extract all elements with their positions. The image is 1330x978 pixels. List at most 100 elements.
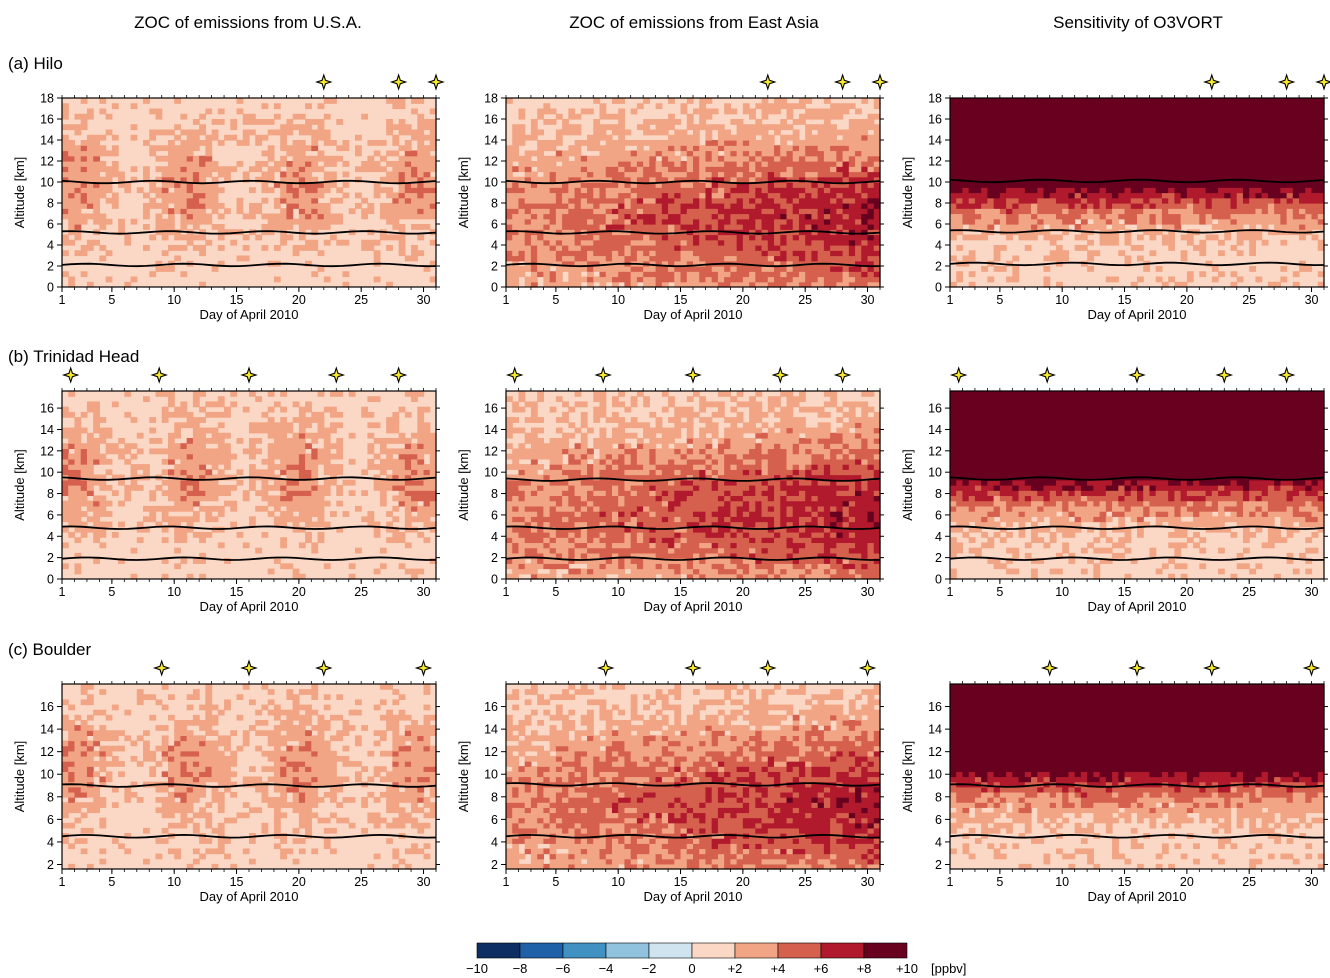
heatmap-cell xyxy=(80,166,88,173)
heatmap-cell xyxy=(711,197,719,204)
heatmap-cell xyxy=(1093,113,1101,120)
heatmap-cell xyxy=(549,260,557,267)
heatmap-cell xyxy=(562,150,569,157)
heatmap-cell xyxy=(693,155,700,162)
heatmap-cell xyxy=(950,213,957,220)
heatmap-cell xyxy=(429,213,437,220)
heatmap-cell xyxy=(1249,129,1257,136)
heatmap-cell xyxy=(981,203,988,209)
heatmap-cell xyxy=(761,171,769,178)
heatmap-cell xyxy=(686,234,694,241)
heatmap-cell xyxy=(1249,250,1257,257)
heatmap-cell xyxy=(74,166,82,173)
heatmap-cell xyxy=(993,255,1001,262)
heatmap-cell xyxy=(1174,108,1182,115)
heatmap-cell xyxy=(749,213,756,220)
heatmap-cell xyxy=(1230,182,1238,188)
x-axis-label: Day of April 2010 xyxy=(199,307,298,322)
heatmap-cell xyxy=(99,245,107,251)
heatmap-cell xyxy=(842,155,850,162)
heatmap-cell xyxy=(962,119,970,125)
heatmap-cell xyxy=(1199,187,1207,194)
heatmap-cell xyxy=(330,155,337,162)
heatmap-cell xyxy=(86,401,94,408)
heatmap-cell xyxy=(1087,98,1094,104)
heatmap-cell xyxy=(798,271,806,278)
heatmap-cell xyxy=(693,203,700,209)
heatmap-cell xyxy=(742,108,750,115)
heatmap-cell xyxy=(1112,155,1119,162)
heatmap-cell xyxy=(792,266,800,272)
heatmap-cell xyxy=(1037,98,1045,104)
heatmap-cell xyxy=(574,234,582,241)
heatmap-cell xyxy=(1292,192,1300,199)
heatmap-cell xyxy=(873,134,881,141)
heatmap-cell xyxy=(161,197,169,204)
heatmap-cell xyxy=(543,197,551,204)
heatmap-cell xyxy=(611,213,619,220)
heatmap-cell xyxy=(199,113,206,120)
heatmap-cell xyxy=(1249,192,1257,199)
heatmap-cell xyxy=(1105,234,1113,241)
heatmap-cell xyxy=(999,187,1007,194)
heatmap-cell xyxy=(705,266,713,272)
y-tick-label: 14 xyxy=(484,134,498,148)
heatmap-cell xyxy=(211,166,219,173)
heatmap-cell xyxy=(518,203,526,209)
heatmap-cell xyxy=(423,124,431,131)
heatmap-cell xyxy=(149,203,157,209)
heatmap-cell xyxy=(956,208,964,215)
heatmap-cell xyxy=(1236,229,1244,236)
heatmap-cell xyxy=(199,208,206,215)
heatmap-cell xyxy=(749,134,756,141)
heatmap-cell xyxy=(867,134,875,141)
heatmap-cell xyxy=(693,171,700,178)
heatmap-cell xyxy=(1074,161,1082,167)
heatmap-cell xyxy=(830,208,837,215)
heatmap-cell xyxy=(1224,224,1232,230)
heatmap-cell xyxy=(817,171,825,178)
heatmap-cell xyxy=(792,203,800,209)
heatmap-cell xyxy=(873,145,881,152)
heatmap-cell xyxy=(974,150,982,157)
heatmap-cell xyxy=(968,234,976,241)
heatmap-cell xyxy=(1261,150,1269,157)
heatmap-cell xyxy=(1249,140,1257,146)
heatmap-cell xyxy=(1112,129,1119,136)
heatmap-cell xyxy=(379,140,387,146)
heatmap-cell xyxy=(423,166,431,173)
heatmap-cell xyxy=(987,192,995,199)
heatmap-cell xyxy=(1199,119,1207,125)
heatmap-cell xyxy=(1286,224,1294,230)
heatmap-cell xyxy=(643,208,650,215)
heatmap-cell xyxy=(367,208,375,215)
heatmap-cell xyxy=(1124,218,1132,225)
heatmap-cell xyxy=(867,234,875,241)
heatmap-field xyxy=(506,98,881,288)
heatmap-cell xyxy=(987,276,995,283)
heatmap-cell xyxy=(1006,187,1013,194)
heatmap-cell xyxy=(587,276,594,283)
heatmap-cell xyxy=(518,134,526,141)
heatmap-cell xyxy=(636,192,644,199)
heatmap-cell xyxy=(1180,208,1188,215)
heatmap-cell xyxy=(599,113,607,120)
heatmap-cell xyxy=(93,411,100,418)
heatmap-cell xyxy=(93,558,100,564)
heatmap-cell xyxy=(386,161,393,167)
heatmap-cell xyxy=(761,155,769,162)
heatmap-cell xyxy=(174,166,182,173)
heatmap-cell xyxy=(124,239,132,246)
heatmap-cell xyxy=(518,255,526,262)
heatmap-cell xyxy=(211,192,219,199)
heatmap-cell xyxy=(636,208,644,215)
heatmap-cell xyxy=(1205,213,1213,220)
heatmap-cell xyxy=(1080,171,1088,178)
heatmap-cell xyxy=(230,134,238,141)
heatmap-cell xyxy=(987,150,995,157)
heatmap-cell xyxy=(174,182,182,188)
heatmap-cell xyxy=(530,150,538,157)
heatmap-cell xyxy=(1205,260,1213,267)
heatmap-cell xyxy=(1224,161,1232,167)
heatmap-cell xyxy=(180,218,188,225)
